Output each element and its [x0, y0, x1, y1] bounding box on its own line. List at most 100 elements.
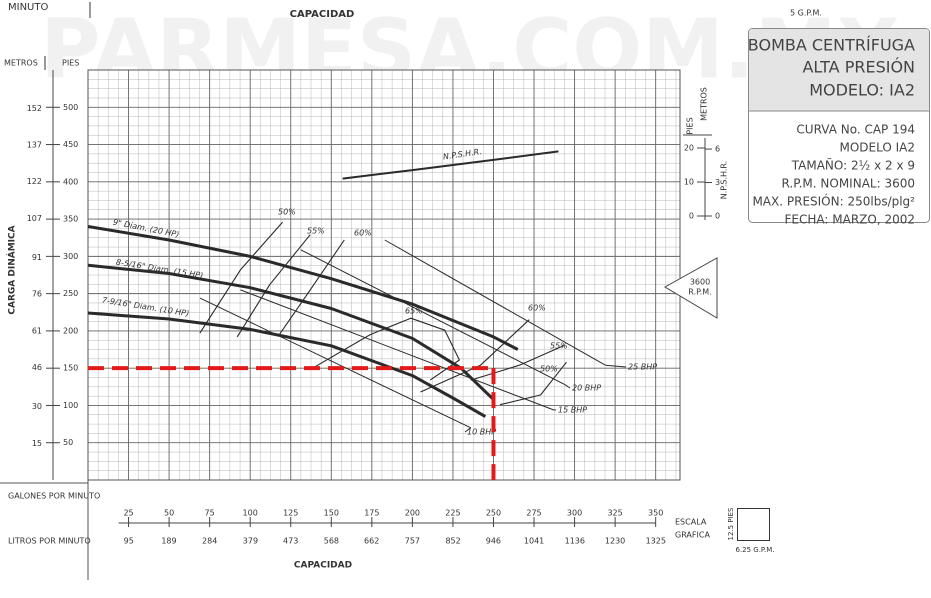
- rpm-unit: R.P.M.: [688, 288, 711, 297]
- scale-title: GRAFICA: [675, 531, 710, 540]
- rpm-marker: [663, 257, 718, 319]
- top-scale-unit: 5 G.P.M.: [790, 9, 822, 18]
- npsh-tick-label: 10: [684, 178, 694, 187]
- efficiency-label: 50%: [540, 365, 558, 374]
- y-tick-label: 450: [63, 140, 78, 149]
- npsh-tick-label: 20: [684, 144, 694, 153]
- y2-tick-label: 122: [27, 177, 42, 186]
- y2-tick-label: 76: [32, 290, 42, 299]
- x-tick-label: 325: [607, 509, 622, 518]
- x2-tick-label: 568: [324, 537, 339, 546]
- x-tick-label: 150: [324, 509, 339, 518]
- x2-tick-label: 852: [445, 537, 460, 546]
- y-tick-label: 150: [63, 364, 78, 373]
- bhp-leader: [464, 427, 472, 433]
- rpm-value: 3600: [690, 278, 710, 287]
- bhp-curve: [240, 289, 554, 411]
- efficiency-curve: [199, 221, 567, 406]
- x2-unit: LITROS POR MINUTO: [8, 537, 91, 546]
- y2-tick-label: 137: [27, 140, 42, 149]
- scale-y-label: 12.5 PIES: [727, 507, 735, 541]
- scale-box: [737, 508, 770, 541]
- x2-tick-label: 1136: [565, 537, 585, 546]
- top-axis-label: CAPACIDAD: [290, 9, 355, 20]
- x2-tick-label: 1325: [646, 537, 666, 546]
- y-tick-label: 500: [63, 103, 78, 112]
- info-title: MODELO: IA2: [809, 81, 915, 100]
- x2-tick-label: 1041: [524, 537, 544, 546]
- scale-x-label: 6.25 G.P.M.: [735, 546, 774, 554]
- bhp-label: 20 BHP: [572, 384, 601, 393]
- x-tick-label: 225: [445, 509, 460, 518]
- npsh-tick-label: 6: [715, 145, 720, 154]
- y2-tick-label: 30: [32, 402, 42, 411]
- top-unit-label: MINUTO: [8, 2, 48, 13]
- x-tick-label: 300: [567, 509, 582, 518]
- x2-tick-label: 473: [283, 537, 298, 546]
- bhp-label: 15 BHP: [558, 406, 587, 415]
- efficiency-curve: [278, 239, 530, 393]
- x-tick-label: 100: [243, 509, 258, 518]
- efficiency-label: 60%: [528, 304, 546, 313]
- npsh-curve: [342, 150, 559, 180]
- x2-tick-label: 757: [405, 537, 420, 546]
- y-tick-label: 250: [63, 289, 78, 298]
- y2-tick-label: 152: [27, 104, 42, 113]
- y2-tick-label: 15: [32, 439, 42, 448]
- x-tick-label: 175: [364, 509, 379, 518]
- efficiency-label: 55%: [550, 342, 568, 351]
- y-axis-label: CARGA DINÁMICA: [6, 225, 18, 314]
- x2-tick-label: 1230: [605, 537, 625, 546]
- bhp-curve: [384, 239, 606, 366]
- info-line: TAMAÑO: 2½ x 2 x 9: [791, 158, 915, 173]
- y2-unit: METROS: [4, 59, 38, 68]
- x-unit: GALONES POR MINUTO: [8, 492, 100, 501]
- bhp-label: 25 BHP: [628, 363, 657, 372]
- y-tick-label: 350: [63, 215, 78, 224]
- x-tick-label: 250: [486, 509, 501, 518]
- y-unit: PIES: [62, 59, 79, 68]
- impeller-curve: [87, 311, 487, 418]
- x2-tick-label: 284: [202, 537, 217, 546]
- x2-tick-label: 946: [486, 537, 501, 546]
- y-tick-label: 400: [63, 177, 78, 186]
- efficiency-label: 60%: [354, 229, 372, 238]
- npsh-tick-label: 0: [689, 212, 694, 221]
- x-tick-label: 25: [123, 509, 133, 518]
- x-tick-label: 75: [205, 509, 215, 518]
- y-tick-label: 300: [63, 252, 78, 261]
- y-tick-label: 100: [63, 401, 78, 410]
- info-line: MODELO IA2: [839, 141, 915, 155]
- x2-tick-label: 95: [124, 537, 134, 546]
- bhp-leader: [605, 364, 627, 368]
- info-line: R.P.M. NOMINAL: 3600: [782, 177, 915, 191]
- info-title: BOMBA CENTRÍFUGA: [748, 36, 915, 55]
- npsh-tick-label: 0: [715, 212, 720, 221]
- npsh-y2-unit: METROS: [700, 87, 709, 121]
- bhp-curve: [199, 297, 472, 429]
- npsh-y-unit: PIES: [686, 117, 695, 134]
- efficiency-label: 65%: [405, 307, 423, 316]
- y2-tick-label: 107: [27, 214, 42, 223]
- x-tick-label: 350: [648, 509, 663, 518]
- y-tick-label: 200: [63, 326, 78, 335]
- info-line: MAX. PRESIÓN: 250lbs/plg²: [752, 194, 915, 209]
- x-axis-label: CAPACIDAD: [294, 561, 352, 571]
- plot-layer: 9" Diam. (20 HP)8-5/16" Diam. (15 HP)7-9…: [87, 69, 681, 481]
- plot-border: [87, 69, 681, 481]
- y-tick-label: 50: [63, 438, 73, 447]
- x2-tick-label: 662: [364, 537, 379, 546]
- efficiency-label: 50%: [278, 208, 296, 217]
- bhp-curve: [300, 249, 566, 386]
- npsh-tick-label: 3: [715, 178, 720, 187]
- bhp-label: 10 BHP: [467, 428, 496, 437]
- y2-tick-label: 61: [32, 326, 42, 335]
- bhp-leader: [564, 384, 571, 389]
- impeller-curve: [87, 225, 519, 351]
- info-line: FECHA: MARZO, 2002: [785, 213, 915, 227]
- x-tick-label: 200: [405, 509, 420, 518]
- y2-tick-label: 91: [32, 253, 42, 262]
- info-title: ALTA PRESIÓN: [802, 58, 915, 77]
- x2-tick-label: 189: [161, 537, 176, 546]
